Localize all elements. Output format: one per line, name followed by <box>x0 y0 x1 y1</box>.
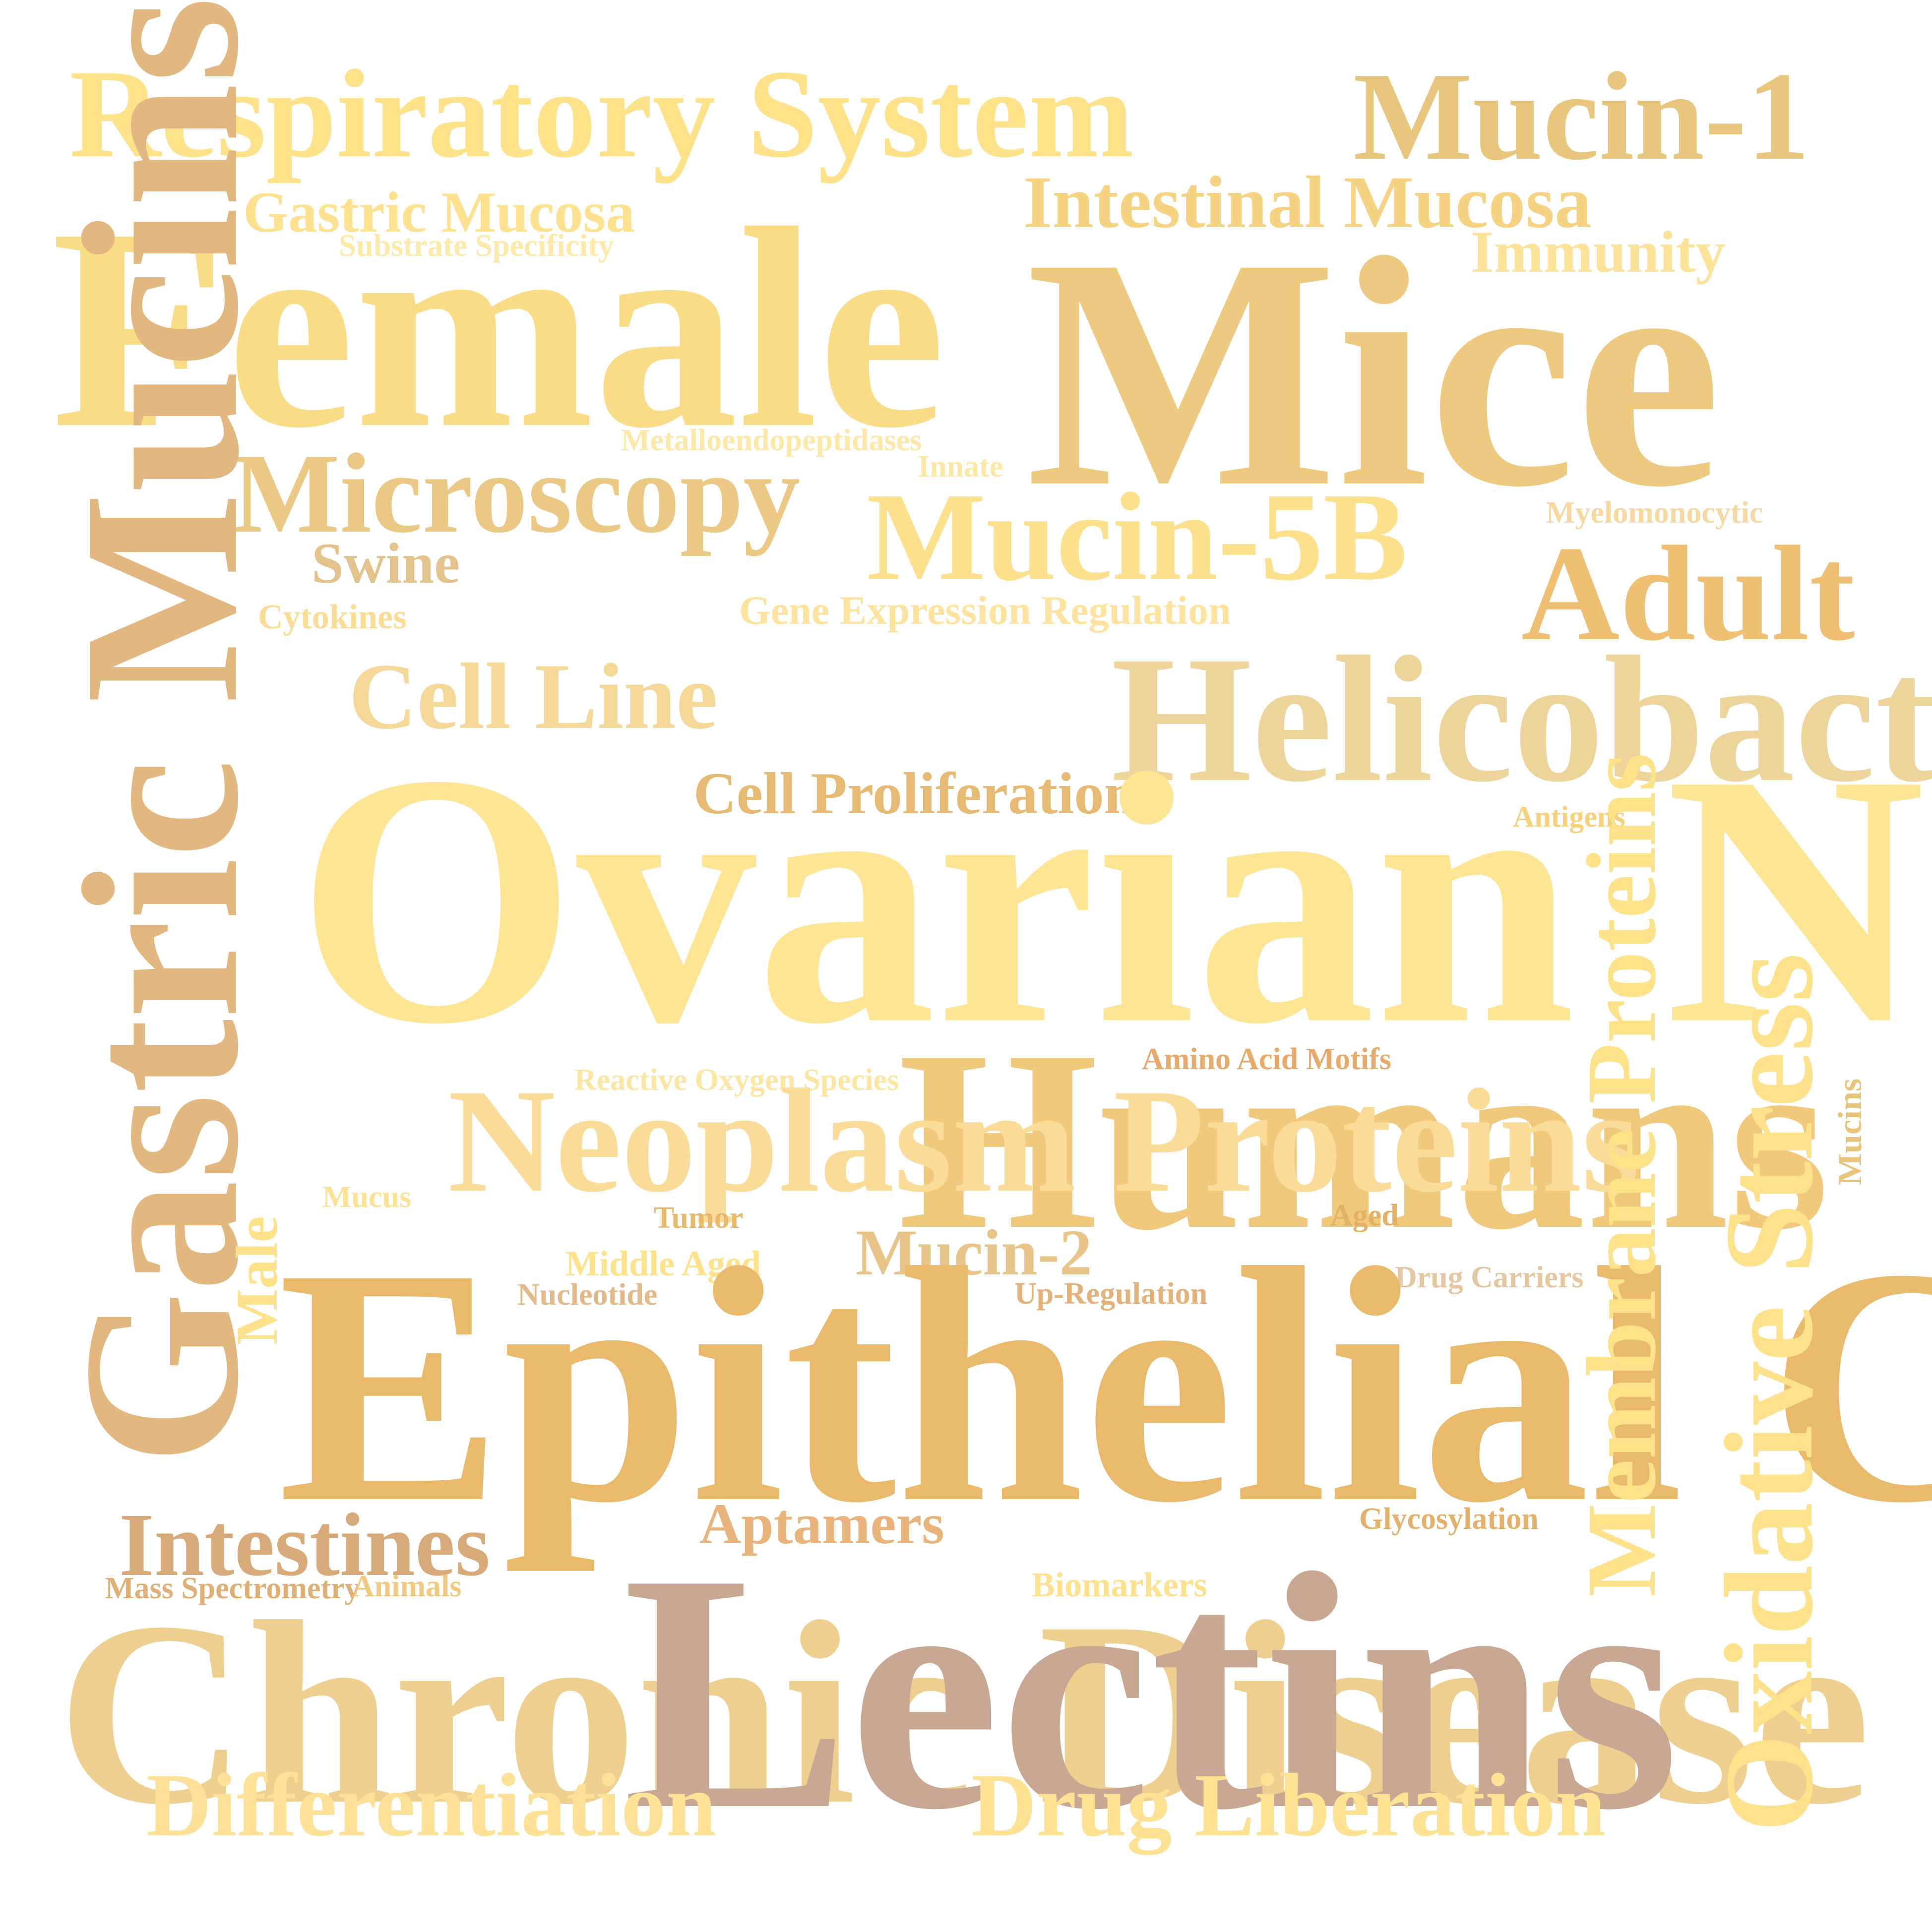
word-epithelial-cells: Mucin-2 <box>856 1216 1092 1289</box>
word-intestinal-mucosa: Intestinal Mucosa <box>1023 161 1592 243</box>
word-aged: Neoplasm Proteins <box>448 1058 1640 1223</box>
word-innate: Innate <box>918 450 1003 483</box>
word-mucus: Reactive Oxygen Species <box>574 1063 899 1097</box>
word-respiratory-system: Respiratory System <box>69 44 1134 184</box>
word-mucins: Lectins <box>623 1504 1680 1880</box>
word-oxidative-stress: Drug Liberation <box>971 1755 1606 1855</box>
word-mucin-2: Membrane Proteins <box>1567 753 1677 1597</box>
word-intestines: Middle Aged <box>565 1244 761 1283</box>
word-female: Female <box>51 169 946 487</box>
word-gastric-mucins: Biomarkers <box>1032 1566 1207 1604</box>
word-chronic-disease: Aptamers <box>699 1492 944 1556</box>
word-immunity: Immunity <box>1471 219 1726 285</box>
word-cell-proliferation: Cell Line <box>349 645 718 749</box>
word-drug-liberation: Animals <box>352 1570 462 1603</box>
word-microscopy: Microscopy <box>232 430 801 556</box>
word-glycosylation: Nucleotide <box>517 1278 658 1312</box>
word-neoplasm-proteins: Amino Acid Motifs <box>1142 1042 1391 1076</box>
word-gene-expression-regulation: Gene Expression Regulation <box>739 588 1231 633</box>
word-mass-spectrometry: Up-Regulation <box>1014 1277 1208 1311</box>
word-biomarkers: Intestines <box>119 1495 491 1595</box>
word-ovarian-neoplasms: Cell Proliferation <box>693 760 1137 826</box>
word-nucleotide: Tumor <box>654 1201 744 1235</box>
word-substrate-specificity: Substrate Specificity <box>339 228 614 263</box>
word-mice: Mice <box>1026 189 1722 555</box>
word-swine: Swine <box>312 532 460 596</box>
word-drug-carriers: Mucus <box>322 1180 412 1214</box>
word-antigens: Helicobacter Infections <box>1111 619 1932 819</box>
word-male: Chronic Disease <box>57 1568 1870 1859</box>
word-helicobacter-infections: Male <box>224 1216 290 1345</box>
word-aptamers: Drug Carriers <box>1395 1261 1584 1294</box>
word-amino-acid-motifs: Antigens <box>1513 800 1625 833</box>
word-differentiation: Mass Spectrometry <box>105 1571 360 1605</box>
word-animals: Epithelial Cells <box>278 1199 1932 1572</box>
word-myelomonocytic: Myelomonocytic <box>1546 496 1763 530</box>
word-metalloendopeptidases: Metalloendopeptidases <box>621 423 922 457</box>
word-adult: Adult <box>1521 518 1855 669</box>
word-mucin-5b: Mucin-5B <box>867 467 1408 607</box>
word-tumor: Humans <box>898 998 1830 1283</box>
word-lectins: Glycosylation <box>1359 1502 1539 1536</box>
word-humans: Ovarian Neoplasms <box>297 700 1932 1098</box>
word-gastric-mucosa: Gastric Mucosa <box>243 181 635 244</box>
word-mucin-1: Mucin-1 <box>1353 47 1810 186</box>
word-up-regulation: Aged <box>1330 1199 1399 1232</box>
word-cytokines: Cytokines <box>258 598 407 636</box>
word-middle-aged: Oxidative Stress <box>1699 953 1839 1832</box>
word-membrane-proteins: Differentiation <box>146 1755 717 1855</box>
